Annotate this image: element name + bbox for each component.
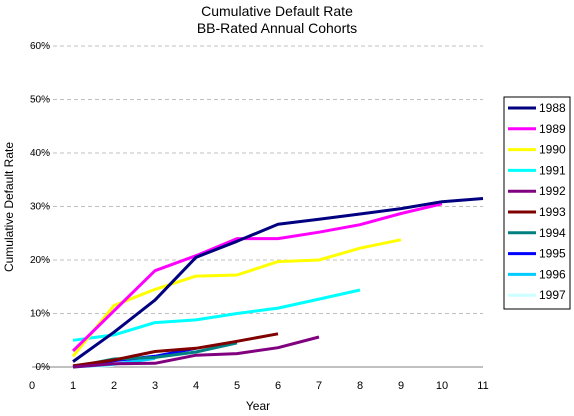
x-tick-label: 11 — [477, 380, 488, 392]
legend-label: 1992 — [539, 184, 566, 198]
x-tick-labels: 0 1 2 3 4 5 6 7 8 9 10 11 — [29, 380, 489, 392]
series-line-1992 — [72, 335, 320, 369]
legend-label: 1996 — [539, 267, 566, 281]
y-tick-label: 40% — [30, 148, 50, 159]
legend-label: 1995 — [539, 247, 566, 261]
x-tick-label: 8 — [357, 380, 363, 392]
y-tick-label: 20% — [30, 255, 50, 266]
y-axis-label: Cumulative Default Rate — [2, 142, 16, 272]
series-line-1990 — [71, 238, 402, 358]
x-tick-label: 7 — [316, 380, 322, 392]
y-tick-labels: 0% 10% 20% 30% 40% 50% 60% — [30, 41, 50, 373]
y-tick-label: 60% — [30, 41, 50, 52]
x-tick-label: 5 — [234, 380, 240, 392]
chart-title: Cumulative Default Rate — [201, 3, 353, 19]
legend-label: 1991 — [539, 163, 566, 177]
series-lines — [71, 197, 484, 369]
x-axis-label: Year — [246, 399, 270, 413]
x-tick-label: 9 — [398, 380, 404, 392]
legend-label: 1997 — [539, 288, 566, 302]
legend-label: 1989 — [539, 122, 566, 136]
legend-label: 1994 — [539, 226, 566, 240]
series-line-1991 — [72, 288, 361, 342]
gridlines — [32, 45, 483, 314]
y-tick-label: 10% — [30, 309, 50, 320]
chart-subtitle: BB-Rated Annual Cohorts — [197, 20, 357, 36]
x-tick-label: 0 — [29, 380, 35, 392]
y-tick-label: 30% — [30, 202, 50, 213]
legend-label: 1990 — [539, 143, 566, 157]
legend-label: 1988 — [539, 101, 566, 115]
y-tick-label: 50% — [30, 95, 50, 106]
x-tick-label: 10 — [436, 380, 448, 392]
series-line-1989 — [71, 202, 443, 352]
series-line-1988 — [72, 197, 484, 363]
y-tick-label: 0% — [36, 362, 51, 373]
legend-label: 1993 — [539, 205, 566, 219]
x-tick-label: 3 — [152, 380, 158, 392]
legend: 1988 1989 1990 1991 1992 1993 1994 1995 1996 1997 — [503, 96, 571, 310]
x-tick-label: 6 — [275, 380, 281, 392]
x-tick-label: 4 — [193, 380, 199, 392]
series-line-1993 — [72, 332, 279, 368]
x-tick-label: 1 — [70, 380, 76, 392]
x-tick-label: 2 — [111, 380, 117, 392]
